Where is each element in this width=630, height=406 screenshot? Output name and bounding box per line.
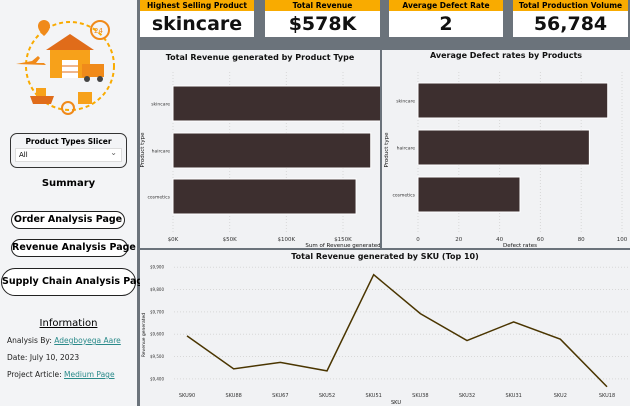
kpi-total-production-volume: Total Production Volume 56,784 xyxy=(513,0,628,37)
sidebar: 24 Product Types Slicer All ⌄ Summary Ord… xyxy=(0,0,150,406)
summary-label: Summary xyxy=(41,178,96,189)
x-tick-label: SKU52 xyxy=(319,393,335,399)
x-tick-label: $50K xyxy=(223,237,237,243)
chart-title: Total Revenue generated by Product Type xyxy=(165,53,355,62)
x-tick-label: $150K xyxy=(334,237,352,243)
y-axis-label: Product type xyxy=(384,132,390,168)
y-category-label: haircare xyxy=(397,146,416,152)
x-axis-label: Sum of Revenue generated xyxy=(305,243,380,248)
kpi-label: Average Defect Rate xyxy=(389,0,503,11)
y-tick-label: $9,400 xyxy=(150,376,164,381)
x-tick-label: 0 xyxy=(416,237,420,243)
y-tick-label: $9,900 xyxy=(150,265,164,270)
bar xyxy=(172,132,372,169)
bar xyxy=(417,129,590,166)
x-tick-label: SKU18 xyxy=(599,393,615,399)
y-category-label: cosmetics xyxy=(147,195,170,201)
x-tick-label: SKU90 xyxy=(179,393,195,399)
x-tick-label: 80 xyxy=(578,237,585,243)
chevron-down-icon: ⌄ xyxy=(110,148,117,157)
kpi-value: $578K xyxy=(288,13,357,35)
y-tick-label: $9,700 xyxy=(150,309,164,314)
x-tick-label: SKU51 xyxy=(365,393,381,399)
date-text: Date: July 10, 2023 xyxy=(7,353,80,362)
bar xyxy=(172,178,357,215)
kpi-total-revenue: Total Revenue $578K xyxy=(265,0,380,37)
y-tick-label: $9,800 xyxy=(150,287,164,292)
x-tick-label: 40 xyxy=(496,237,503,243)
x-tick-label: 100 xyxy=(617,237,628,243)
slicer-title: Product Types Slicer xyxy=(25,137,112,146)
y-axis-label: Revenue generated xyxy=(141,313,147,357)
analysis-by: Analysis By: Adegboyega Aare xyxy=(7,336,121,345)
x-axis-label: SKU xyxy=(391,400,401,406)
kpi-value: skincare xyxy=(151,13,243,35)
chart-title: Average Defect rates by Products xyxy=(429,51,583,60)
kpi-average-defect-rate: Average Defect Rate 2 xyxy=(389,0,503,37)
x-tick-label: SKU67 xyxy=(272,393,288,399)
x-tick-label: 60 xyxy=(537,237,544,243)
x-tick-label: SKU32 xyxy=(459,393,475,399)
revenue-analysis-page-button[interactable]: Revenue Analysis Page xyxy=(11,239,136,257)
medium-page-link[interactable]: Medium Page xyxy=(64,370,115,379)
product-types-slicer[interactable]: Product Types Slicer All ⌄ xyxy=(10,133,127,168)
chart-title: Total Revenue generated by SKU (Top 10) xyxy=(291,252,479,261)
svg-text:24: 24 xyxy=(94,27,103,35)
slicer-dropdown[interactable]: All ⌄ xyxy=(15,148,122,162)
x-tick-label: $100K xyxy=(278,237,296,243)
analysis-by-label: Analysis By: xyxy=(7,336,52,345)
y-category-label: cosmetics xyxy=(392,193,415,199)
bar xyxy=(172,85,380,122)
article-label: Project Article: xyxy=(7,370,62,379)
bar xyxy=(417,176,521,213)
slicer-value: All xyxy=(19,151,28,159)
y-axis-label: Product type xyxy=(140,132,146,168)
x-tick-label: SKU88 xyxy=(225,393,241,399)
x-tick-label: SKU2 xyxy=(554,393,567,399)
x-tick-label: 20 xyxy=(455,237,462,243)
revenue-line xyxy=(186,273,608,388)
kpi-label: Total Production Volume xyxy=(513,0,628,11)
kpi-label: Highest Selling Product xyxy=(140,0,254,11)
supply-chain-analysis-page-button[interactable]: Supply Chain Analysis Page xyxy=(1,268,150,296)
y-category-label: skincare xyxy=(151,102,170,108)
revenue-by-product-chart: Total Revenue generated by Product Type … xyxy=(140,50,380,248)
author-link[interactable]: Adegboyega Aare xyxy=(54,336,121,345)
project-article: Project Article: Medium Page xyxy=(7,370,115,379)
information-heading: Information xyxy=(39,318,98,329)
defect-rate-chart: Average Defect rates by Products 0 20 40 60… xyxy=(382,50,630,248)
revenue-by-sku-chart: Total Revenue generated by SKU (Top 10) … xyxy=(140,250,630,406)
y-category-label: skincare xyxy=(396,99,415,105)
y-category-label: haircare xyxy=(152,149,171,155)
x-tick-label: SKU38 xyxy=(412,393,428,399)
y-tick-label: $9,600 xyxy=(150,332,164,337)
supply-chain-logo-icon: 24 xyxy=(16,20,115,115)
order-analysis-page-button[interactable]: Order Analysis Page xyxy=(11,211,125,229)
y-tick-label: $9,500 xyxy=(150,354,164,359)
x-tick-label: $0K xyxy=(168,237,179,243)
kpi-value: 2 xyxy=(439,13,453,35)
kpi-label: Total Revenue xyxy=(265,0,380,11)
kpi-highest-selling-product: Highest Selling Product skincare xyxy=(140,0,254,37)
bar xyxy=(417,82,609,119)
x-axis-label: Defect rates xyxy=(503,243,537,248)
x-tick-label: SKU31 xyxy=(505,393,521,399)
kpi-value: 56,784 xyxy=(533,13,608,35)
